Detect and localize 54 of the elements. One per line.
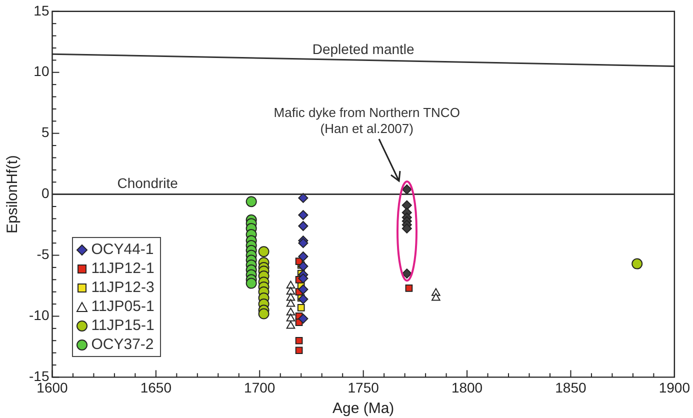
point: [286, 280, 296, 288]
point: [402, 184, 412, 194]
legend-label: 11JP15-1: [91, 316, 154, 336]
legend-label: 11JP12-1: [91, 259, 154, 278]
x-axis-title: Age (Ma): [332, 400, 394, 418]
point: [286, 292, 296, 301]
point: [298, 210, 308, 220]
point: [405, 284, 413, 292]
point: [298, 238, 308, 248]
point: [298, 284, 308, 294]
x-tick-label: 1900: [658, 379, 690, 396]
y-tick-label: 0: [41, 185, 50, 202]
point: [298, 251, 308, 262]
legend-label: 11JP12-3: [91, 278, 154, 298]
x-tick-label: 1750: [348, 379, 380, 396]
point: [297, 304, 305, 312]
point: [286, 314, 296, 322]
legend-label: OCY44-1: [91, 240, 154, 260]
point: [258, 308, 270, 320]
point: [298, 192, 308, 203]
point: [286, 320, 296, 329]
point: [298, 221, 308, 232]
point: [246, 196, 257, 208]
point: [298, 294, 308, 304]
point: [402, 200, 412, 210]
point: [286, 286, 296, 295]
legend-label: 11JP05-1: [91, 297, 154, 316]
y-tick-label: -10: [29, 307, 50, 324]
point: [286, 299, 296, 307]
point: [432, 292, 440, 301]
y-tick-label: 15: [34, 2, 50, 18]
x-tick-label: 1850: [555, 379, 587, 396]
x-tick-label: 1650: [140, 379, 172, 396]
point: [402, 268, 412, 279]
ref-line-label: Chondrite: [117, 175, 178, 192]
point: [298, 314, 308, 324]
point: [298, 273, 308, 284]
series-label: Depleted mantle: [312, 41, 415, 58]
annotation: Mafic dyke from Northern TNCO (Han et al.2007): [272, 105, 461, 138]
point: [286, 308, 296, 316]
y-tick-label: -5: [36, 246, 50, 262]
y-axis-title: EpsilonHf(t): [4, 155, 22, 234]
point: [402, 223, 412, 234]
y-tick-label: 5: [41, 124, 50, 140]
x-tick-label: 1700: [244, 379, 276, 396]
point: [295, 346, 303, 354]
legend-label: OCY37-2: [91, 335, 154, 354]
x-tick-label: 1800: [451, 379, 483, 396]
point: [632, 258, 643, 270]
point: [246, 278, 257, 289]
y-tick-label: 10: [34, 63, 50, 80]
point: [298, 261, 308, 272]
point: [295, 336, 303, 344]
point: [258, 246, 270, 258]
